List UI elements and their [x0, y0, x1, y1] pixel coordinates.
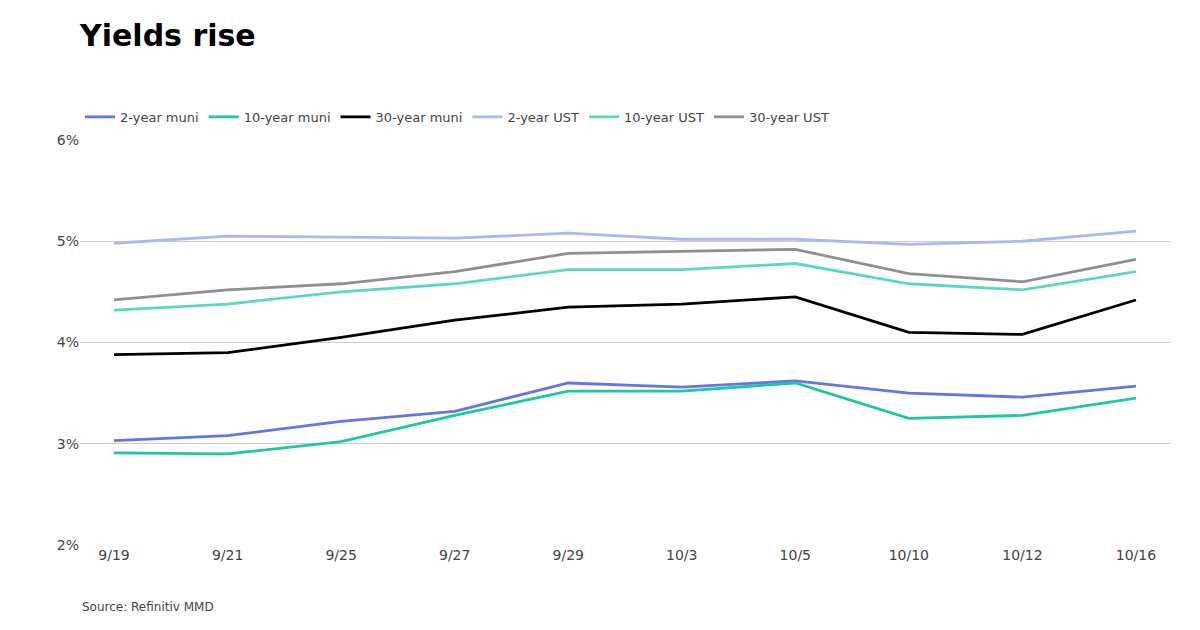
svg-text:2-year muni: 2-year muni — [120, 110, 199, 125]
svg-text:10/10: 10/10 — [889, 547, 929, 563]
svg-text:9/21: 9/21 — [212, 547, 243, 563]
svg-text:2-year UST: 2-year UST — [507, 110, 579, 125]
svg-text:9/19: 9/19 — [98, 547, 129, 563]
svg-text:3%: 3% — [57, 436, 79, 452]
svg-text:10/3: 10/3 — [666, 547, 697, 563]
svg-text:10/16: 10/16 — [1116, 547, 1156, 563]
svg-text:9/25: 9/25 — [325, 547, 356, 563]
svg-text:10-year muni: 10-year muni — [244, 110, 331, 125]
svg-text:30-year muni: 30-year muni — [376, 110, 463, 125]
svg-text:30-year UST: 30-year UST — [749, 110, 829, 125]
svg-text:10-year UST: 10-year UST — [624, 110, 704, 125]
svg-text:6%: 6% — [57, 132, 79, 148]
svg-text:10/12: 10/12 — [1002, 547, 1042, 563]
svg-text:Source: Refinitiv MMD: Source: Refinitiv MMD — [82, 600, 214, 614]
svg-text:5%: 5% — [57, 233, 79, 249]
svg-text:2%: 2% — [57, 537, 79, 553]
svg-text:9/27: 9/27 — [439, 547, 470, 563]
svg-text:9/29: 9/29 — [553, 547, 584, 563]
svg-text:Yields rise: Yields rise — [79, 18, 256, 53]
svg-text:10/5: 10/5 — [780, 547, 811, 563]
svg-text:4%: 4% — [57, 334, 79, 350]
